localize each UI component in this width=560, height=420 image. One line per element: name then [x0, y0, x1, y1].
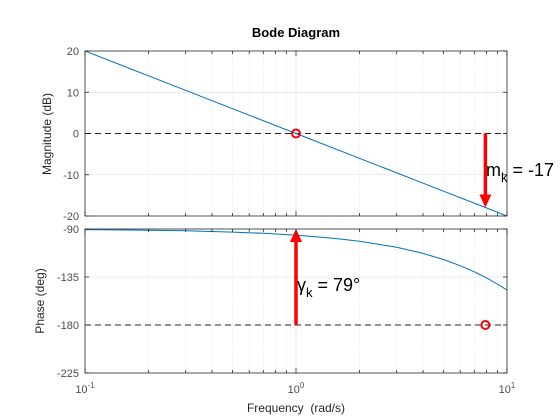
- y-tick-label: 10: [67, 87, 79, 99]
- magnitude-arrow: [479, 133, 492, 208]
- x-tick-label: 101: [499, 381, 516, 396]
- y-tick-label: -10: [63, 170, 79, 182]
- margin-marker: [480, 320, 491, 330]
- phase-margin-annotation: γk = 79°: [297, 275, 360, 300]
- phase-arrow: [290, 229, 302, 325]
- y-tick-label: -225: [57, 368, 79, 380]
- y-tick-label: -180: [57, 320, 79, 332]
- series-line: [85, 229, 507, 291]
- x-tick-label: 10-1: [75, 381, 95, 396]
- y-tick-label: -135: [57, 272, 79, 284]
- magnitude-panel: 20 10 0 -10 -20 Magnitude (dB) mk = -17: [40, 46, 554, 223]
- y-tick-label: 0: [73, 129, 79, 141]
- gain-margin-annotation: mk = -17: [486, 160, 554, 185]
- arrow-head: [290, 229, 302, 242]
- phase-markers: [480, 320, 491, 330]
- series-line: [85, 51, 507, 216]
- phase-y-ticks: -90 -135 -180 -225: [57, 224, 507, 380]
- magnitude-ylabel: Magnitude (dB): [40, 93, 54, 175]
- margin-marker: [291, 128, 301, 139]
- x-axis-label: Frequency (rad/s): [247, 401, 345, 415]
- phase-series: [85, 229, 507, 291]
- x-ticks: 10-1 100 101: [75, 51, 516, 396]
- arrow-head: [479, 194, 492, 208]
- magnitude-y-ticks: 20 10 0 -10 -20: [63, 46, 507, 223]
- y-tick-label: -20: [63, 211, 79, 223]
- chart-title: Bode Diagram: [252, 25, 340, 40]
- magnitude-markers: [291, 128, 301, 139]
- x-tick-label: 100: [288, 381, 305, 396]
- y-tick-label: 20: [67, 46, 79, 58]
- phase-ylabel: Phase (deg): [33, 268, 47, 333]
- magnitude-series: [85, 51, 507, 216]
- phase-panel: -90 -135 -180 -225 Phase (deg) γk = 79°: [33, 224, 508, 380]
- y-tick-label: -90: [63, 224, 79, 236]
